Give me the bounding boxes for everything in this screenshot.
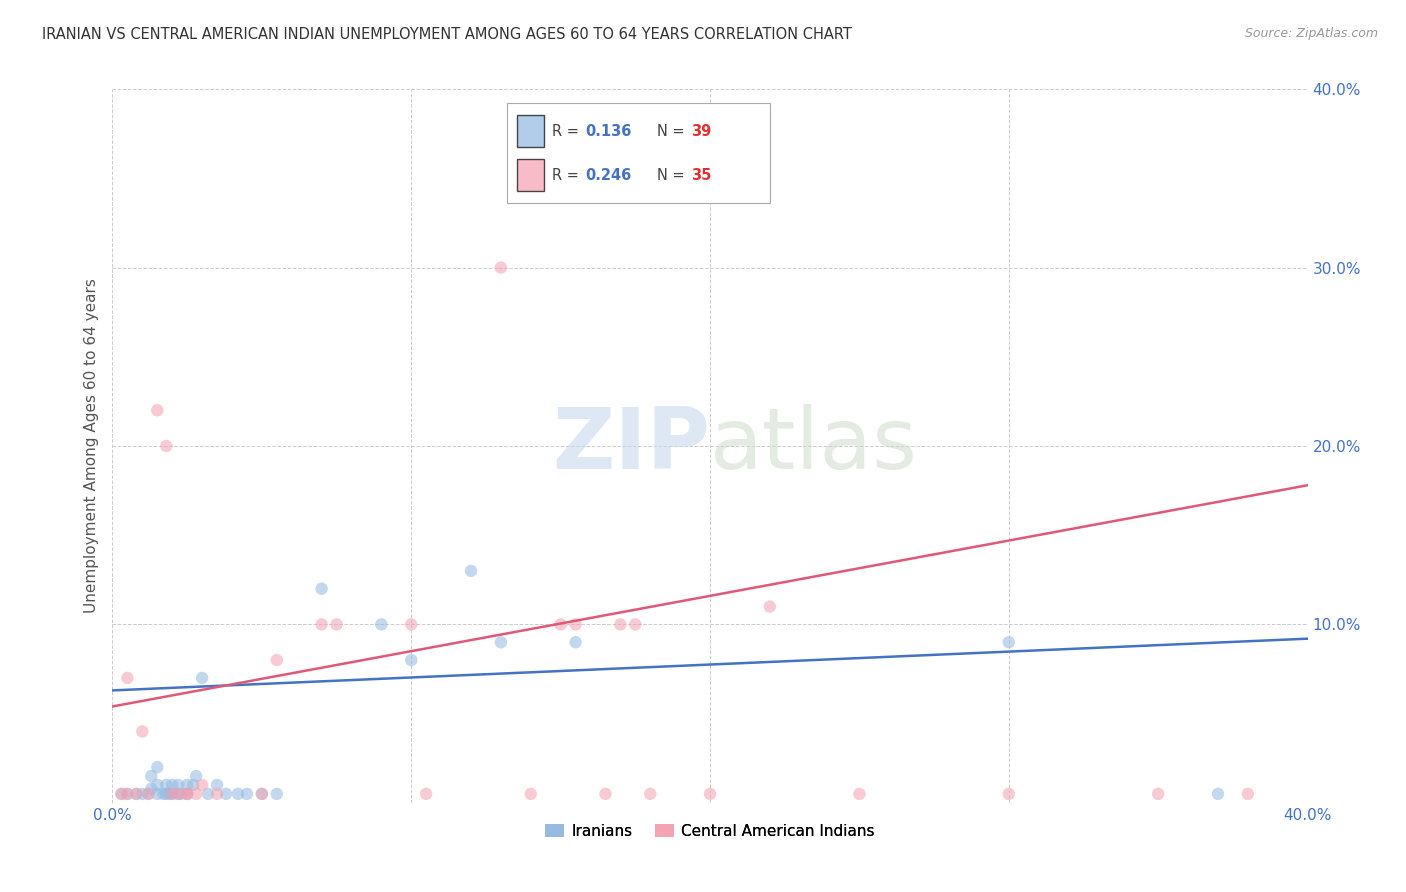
Point xyxy=(117,787,139,801)
Point xyxy=(1237,787,1260,801)
Point xyxy=(138,787,160,801)
Point xyxy=(162,787,183,801)
Point xyxy=(205,787,228,801)
Point xyxy=(1206,787,1229,801)
Point xyxy=(998,635,1021,649)
Point xyxy=(215,787,238,801)
Point xyxy=(157,787,180,801)
Point xyxy=(146,778,169,792)
Point xyxy=(155,439,177,453)
Point xyxy=(131,787,153,801)
Point xyxy=(266,787,288,801)
Point xyxy=(191,671,214,685)
Point xyxy=(155,778,177,792)
Point xyxy=(226,787,249,801)
Point xyxy=(401,653,423,667)
Point xyxy=(370,617,392,632)
Text: IRANIAN VS CENTRAL AMERICAN INDIAN UNEMPLOYMENT AMONG AGES 60 TO 64 YEARS CORREL: IRANIAN VS CENTRAL AMERICAN INDIAN UNEMP… xyxy=(42,27,852,42)
Point xyxy=(125,787,148,801)
Point xyxy=(415,787,437,801)
Point xyxy=(236,787,259,801)
Point xyxy=(146,787,169,801)
Point xyxy=(186,787,208,801)
Point xyxy=(1147,787,1170,801)
Point xyxy=(550,617,572,632)
Point xyxy=(176,787,198,801)
Point xyxy=(110,787,132,801)
Point xyxy=(117,671,139,685)
Point xyxy=(759,599,782,614)
Point xyxy=(520,787,543,801)
Point xyxy=(460,564,482,578)
Point xyxy=(998,787,1021,801)
Point xyxy=(131,724,153,739)
Point xyxy=(848,787,870,801)
Point xyxy=(191,778,214,792)
Point xyxy=(250,787,273,801)
Text: atlas: atlas xyxy=(710,404,918,488)
Point xyxy=(138,787,160,801)
Point xyxy=(141,781,163,796)
Point xyxy=(162,787,183,801)
Point xyxy=(181,778,204,792)
Point xyxy=(125,787,148,801)
Point xyxy=(564,635,586,649)
Point xyxy=(197,787,219,801)
Point xyxy=(564,617,586,632)
Point xyxy=(176,787,198,801)
Point xyxy=(167,778,190,792)
Point xyxy=(205,778,228,792)
Point xyxy=(266,653,288,667)
Point xyxy=(146,760,169,774)
Point xyxy=(640,787,662,801)
Point xyxy=(117,787,139,801)
Y-axis label: Unemployment Among Ages 60 to 64 years: Unemployment Among Ages 60 to 64 years xyxy=(83,278,98,614)
Point xyxy=(141,769,163,783)
Point xyxy=(311,617,333,632)
Point xyxy=(699,787,721,801)
Point xyxy=(186,769,208,783)
Point xyxy=(311,582,333,596)
Legend: Iranians, Central American Indians: Iranians, Central American Indians xyxy=(538,818,882,845)
Text: ZIP: ZIP xyxy=(553,404,710,488)
Point xyxy=(595,787,617,801)
Point xyxy=(155,787,177,801)
Point xyxy=(176,787,198,801)
Point xyxy=(624,617,647,632)
Point xyxy=(167,787,190,801)
Text: Source: ZipAtlas.com: Source: ZipAtlas.com xyxy=(1244,27,1378,40)
Point xyxy=(110,787,132,801)
Point xyxy=(152,787,174,801)
Point xyxy=(146,403,169,417)
Point xyxy=(489,635,512,649)
Point xyxy=(489,260,512,275)
Point xyxy=(170,787,193,801)
Point xyxy=(401,617,423,632)
Point xyxy=(162,778,183,792)
Point xyxy=(176,778,198,792)
Point xyxy=(250,787,273,801)
Point xyxy=(325,617,347,632)
Point xyxy=(167,787,190,801)
Point xyxy=(609,617,631,632)
